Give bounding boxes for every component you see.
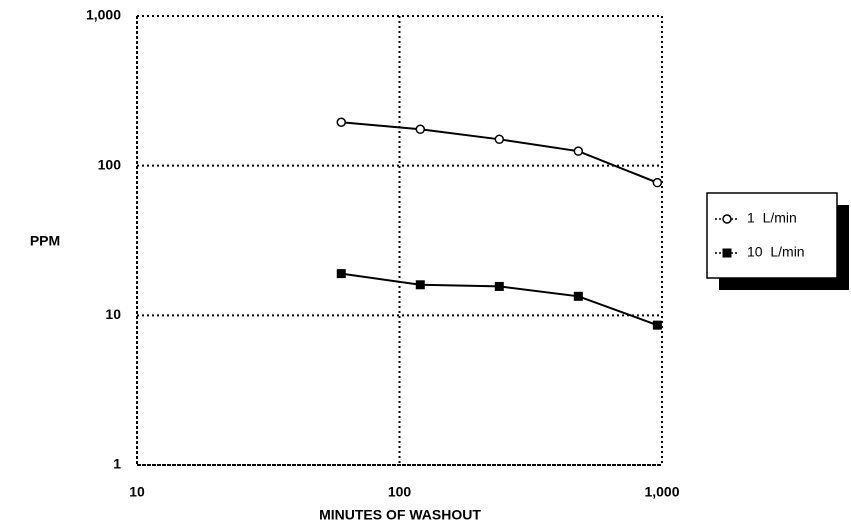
x-tick-label: 1,000 bbox=[644, 484, 679, 500]
data-point bbox=[573, 291, 583, 301]
data-point bbox=[652, 320, 662, 330]
x-tick-label: 100 bbox=[388, 484, 412, 500]
y-tick-label: 100 bbox=[98, 156, 122, 172]
legend-marker bbox=[722, 248, 732, 258]
data-point bbox=[494, 134, 505, 145]
legend-label: 10 L/min bbox=[747, 244, 805, 260]
legend-box bbox=[706, 192, 838, 279]
series-line bbox=[341, 121, 658, 184]
data-point bbox=[415, 280, 425, 290]
x-axis-label: MINUTES OF WASHOUT bbox=[319, 507, 481, 523]
series-line bbox=[341, 272, 658, 327]
y-axis-label: PPM bbox=[30, 233, 60, 249]
data-point bbox=[336, 269, 346, 279]
y-tick-label: 1,000 bbox=[86, 7, 121, 23]
y-tick-label: 1 bbox=[113, 456, 121, 472]
legend-label: 1 L/min bbox=[747, 210, 797, 226]
data-point bbox=[336, 117, 347, 128]
plot-frame bbox=[136, 15, 663, 466]
data-point bbox=[652, 177, 663, 188]
data-point bbox=[415, 124, 426, 135]
y-tick-label: 10 bbox=[105, 306, 121, 322]
data-point bbox=[494, 281, 504, 291]
x-tick-label: 10 bbox=[129, 484, 145, 500]
data-point bbox=[573, 146, 584, 156]
legend-marker bbox=[722, 214, 732, 224]
